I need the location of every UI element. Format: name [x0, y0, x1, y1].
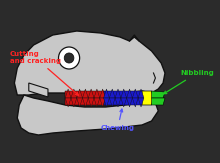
Polygon shape: [104, 89, 109, 98]
Polygon shape: [17, 95, 158, 135]
Polygon shape: [65, 98, 104, 105]
Polygon shape: [77, 98, 82, 107]
Polygon shape: [138, 89, 144, 98]
Polygon shape: [82, 98, 88, 107]
Polygon shape: [138, 98, 144, 107]
Polygon shape: [88, 98, 94, 107]
Polygon shape: [115, 98, 121, 107]
Circle shape: [64, 53, 74, 63]
Polygon shape: [65, 89, 71, 98]
Polygon shape: [29, 83, 48, 97]
Polygon shape: [115, 89, 121, 98]
Text: Nibbling: Nibbling: [164, 70, 214, 94]
Polygon shape: [94, 89, 100, 98]
Polygon shape: [104, 98, 109, 107]
Polygon shape: [109, 89, 115, 98]
Polygon shape: [152, 91, 165, 98]
Circle shape: [59, 47, 80, 69]
Polygon shape: [88, 89, 94, 98]
Polygon shape: [127, 89, 132, 98]
Polygon shape: [132, 89, 138, 98]
Polygon shape: [77, 89, 82, 98]
Polygon shape: [104, 98, 142, 105]
Polygon shape: [100, 89, 106, 98]
Polygon shape: [127, 98, 132, 107]
Polygon shape: [71, 89, 77, 98]
Polygon shape: [104, 91, 142, 98]
Polygon shape: [100, 98, 106, 107]
Text: Cutting
and cracking: Cutting and cracking: [10, 51, 78, 95]
Polygon shape: [142, 91, 154, 105]
Polygon shape: [121, 89, 127, 98]
Text: Chewing: Chewing: [101, 109, 135, 131]
Polygon shape: [14, 31, 165, 95]
Polygon shape: [94, 98, 100, 107]
Polygon shape: [121, 98, 127, 107]
Polygon shape: [82, 89, 88, 98]
Polygon shape: [132, 98, 138, 107]
Polygon shape: [152, 98, 165, 105]
Polygon shape: [109, 98, 115, 107]
Polygon shape: [71, 98, 77, 107]
Polygon shape: [65, 91, 104, 98]
Polygon shape: [65, 98, 71, 107]
